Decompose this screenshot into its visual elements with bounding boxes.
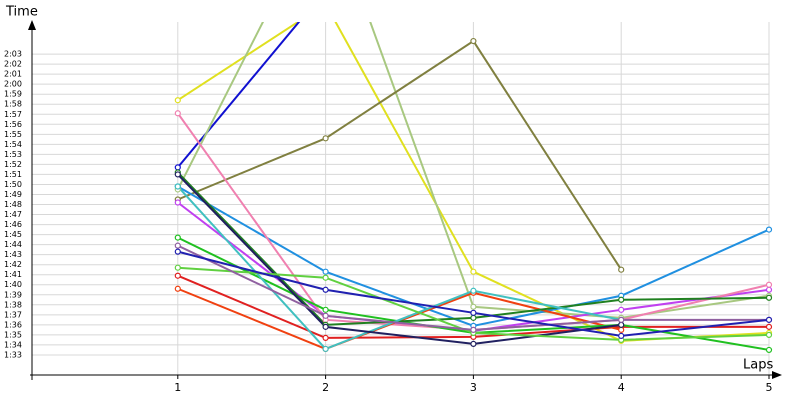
y-tick-label: 1:56 — [4, 120, 22, 129]
y-tick-label: 1:59 — [4, 90, 22, 99]
series-line — [177, 185, 622, 351]
point — [322, 345, 329, 353]
point — [618, 326, 625, 333]
series-line — [177, 173, 622, 345]
y-tick-label: 1:36 — [4, 320, 22, 329]
point — [322, 135, 329, 142]
point — [470, 303, 477, 310]
plot-area — [174, 1, 773, 354]
point — [618, 296, 625, 303]
point — [470, 309, 477, 316]
point — [174, 264, 181, 271]
y-tick-label: 2:03 — [4, 50, 22, 59]
x-tick-label: 5 — [766, 381, 773, 394]
x-axis-label: Laps — [743, 358, 773, 373]
point — [174, 164, 181, 171]
point — [618, 316, 625, 323]
y-tick-label: 1:55 — [4, 130, 22, 139]
point — [765, 226, 773, 233]
y-tick-label: 1:54 — [4, 140, 22, 149]
point — [322, 286, 329, 293]
point — [322, 323, 329, 330]
y-tick-label: 1:33 — [4, 350, 22, 359]
point — [174, 183, 181, 190]
x-tick-label: 4 — [618, 381, 625, 394]
y-tick-label: 1:44 — [4, 240, 22, 249]
point — [322, 268, 329, 275]
y-tick-label: 1:48 — [4, 200, 22, 209]
x-tick-label: 3 — [470, 381, 477, 394]
point — [322, 334, 329, 341]
point — [470, 287, 477, 294]
y-tick-label: 1:58 — [4, 100, 22, 109]
y-tick-label: 2:02 — [4, 60, 22, 69]
y-tick-label: 1:46 — [4, 220, 22, 229]
point — [470, 340, 477, 348]
point — [618, 266, 625, 273]
y-tick-label: 1:38 — [4, 300, 22, 309]
y-tick-label: 1:49 — [4, 190, 22, 199]
point — [618, 321, 625, 328]
x-tick-label: 2 — [322, 381, 329, 394]
y-tick-label: 1:34 — [4, 340, 22, 349]
point — [174, 171, 181, 178]
point — [174, 97, 181, 104]
point — [765, 316, 773, 323]
point — [765, 281, 773, 288]
point — [470, 326, 477, 333]
point — [470, 314, 477, 321]
point — [618, 332, 625, 339]
y-tick-label: 1:35 — [4, 330, 22, 339]
point — [765, 323, 773, 330]
y-tick-label: 1:51 — [4, 170, 22, 179]
y-tick-label: 1:42 — [4, 260, 22, 269]
y-tick-label: 1:52 — [4, 160, 22, 169]
y-tick-label: 1:47 — [4, 210, 22, 219]
x-axis-arrow — [772, 371, 782, 379]
point — [765, 331, 773, 338]
y-tick-label: 1:57 — [4, 110, 22, 119]
grid — [32, 22, 770, 375]
point — [174, 234, 181, 241]
point — [174, 272, 181, 279]
y-tick-label: 1:45 — [4, 230, 22, 239]
y-axis-label: Time — [5, 5, 38, 20]
y-tick-label: 2:00 — [4, 80, 22, 89]
y-tick-label: 1:39 — [4, 290, 22, 299]
point — [765, 346, 773, 354]
point — [618, 306, 625, 313]
point — [174, 248, 181, 255]
point — [322, 312, 329, 319]
point — [174, 242, 181, 249]
y-tick-label: 1:37 — [4, 310, 22, 319]
point — [174, 199, 181, 206]
series-line — [177, 39, 623, 271]
y-tick-label: 1:50 — [4, 180, 22, 189]
point — [765, 294, 773, 301]
y-axis-arrow — [28, 20, 36, 30]
x-tick-label: 1 — [174, 381, 181, 394]
point — [470, 268, 477, 275]
series-line — [177, 22, 301, 169]
y-tick-label: 1:53 — [4, 150, 22, 159]
point — [174, 285, 181, 292]
y-tick-label: 1:43 — [4, 250, 22, 259]
y-tick-label: 1:41 — [4, 270, 22, 279]
y-tick-label: 2:01 — [4, 70, 22, 79]
point — [322, 274, 329, 281]
point — [323, 1, 328, 6]
point — [470, 37, 477, 45]
point — [765, 286, 773, 293]
point — [322, 306, 329, 313]
point — [174, 110, 181, 117]
y-tick-label: 1:40 — [4, 280, 22, 289]
